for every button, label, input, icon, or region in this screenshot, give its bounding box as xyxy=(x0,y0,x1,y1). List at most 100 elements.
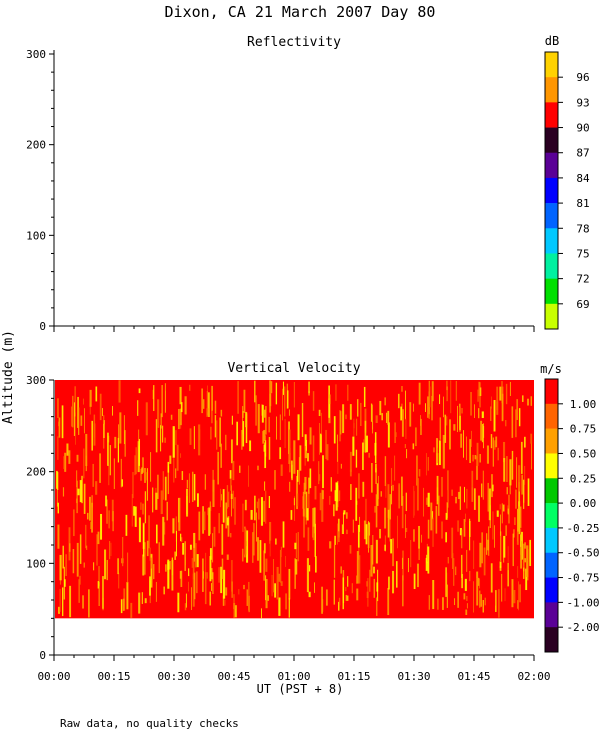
velocity-cell xyxy=(441,521,443,539)
velocity-cell xyxy=(189,428,192,445)
velocity-cell xyxy=(186,488,189,517)
velocity-cell xyxy=(449,419,451,450)
velocity-cell xyxy=(518,408,521,427)
velocity-cell xyxy=(374,506,377,513)
x-tick-label: 02:00 xyxy=(517,670,550,683)
footer-note: Raw data, no quality checks xyxy=(60,717,239,730)
velocity-cell xyxy=(413,529,415,542)
velocity-cell xyxy=(244,499,247,511)
velocity-cell xyxy=(508,494,510,524)
velocity-cell xyxy=(409,402,412,427)
velocity-cell xyxy=(184,396,187,415)
velocity-cell xyxy=(111,499,114,522)
velocity-cell xyxy=(446,380,448,391)
velocity-cell xyxy=(275,538,277,545)
velocity-cell xyxy=(188,581,189,592)
velocity-cell xyxy=(326,444,329,461)
velocity-cell xyxy=(138,429,140,446)
velocity-cell xyxy=(328,385,330,418)
velocity-cell xyxy=(249,440,252,452)
velocity-cell xyxy=(296,469,299,482)
velocity-cell xyxy=(307,527,310,551)
velocity-cell xyxy=(150,553,153,588)
velocity-cell xyxy=(57,524,60,549)
velocity-cell xyxy=(193,474,196,501)
velocity-cell xyxy=(452,553,454,570)
velocity-cell xyxy=(515,409,517,438)
velocity-cell xyxy=(138,388,141,394)
velocity-cell xyxy=(88,589,90,618)
velocity-cell xyxy=(165,390,166,412)
velocity-cell xyxy=(81,475,83,504)
velocity-cell xyxy=(221,558,224,579)
velocity-cell xyxy=(234,605,237,618)
velocity-cell xyxy=(445,532,447,543)
velocity-cell xyxy=(501,573,503,602)
velocity-cell xyxy=(261,404,264,423)
velocity-cell xyxy=(278,597,281,616)
velocity-cell xyxy=(121,536,124,567)
velocity-cell xyxy=(83,448,85,479)
velocity-cell xyxy=(349,451,352,472)
velocity-cell xyxy=(428,380,430,415)
velocity-cell xyxy=(380,491,382,497)
x-tick-label: 00:15 xyxy=(97,670,130,683)
velocity-cell xyxy=(265,490,267,524)
velocity-cell xyxy=(312,508,314,538)
velocity-cell xyxy=(387,410,390,425)
velocity-cell xyxy=(319,492,322,511)
velocity-cell xyxy=(196,571,198,594)
velocity-cell xyxy=(349,404,352,420)
velocity-cell xyxy=(423,487,425,517)
colorbar-swatch xyxy=(545,253,558,279)
velocity-cell xyxy=(64,452,67,472)
velocity-cell xyxy=(263,500,265,522)
velocity-cell xyxy=(192,547,195,580)
velocity-cell xyxy=(264,481,266,491)
velocity-cell xyxy=(390,539,393,554)
velocity-cell xyxy=(222,569,226,599)
velocity-cell xyxy=(59,554,62,581)
velocity-cell xyxy=(194,543,197,568)
velocity-cell xyxy=(377,569,379,602)
velocity-cell xyxy=(346,595,349,601)
velocity-cell xyxy=(459,415,461,431)
velocity-cell xyxy=(171,559,174,591)
velocity-cell xyxy=(431,381,434,402)
velocity-cell xyxy=(466,603,468,609)
velocity-cell xyxy=(144,491,147,524)
velocity-cell xyxy=(295,559,298,575)
velocity-cell xyxy=(211,409,213,424)
colorbar-swatch xyxy=(545,203,558,229)
velocity-cell xyxy=(103,420,105,425)
velocity-cell xyxy=(531,442,532,470)
colorbar-swatch xyxy=(545,102,558,128)
velocity-cell xyxy=(318,423,321,455)
velocity-cell xyxy=(109,445,111,476)
velocity-cell xyxy=(474,404,475,419)
velocity-cell xyxy=(447,557,449,564)
velocity-cell xyxy=(189,384,191,391)
velocity-cell xyxy=(365,435,368,453)
velocity-cell xyxy=(450,380,452,414)
velocity-cell xyxy=(313,507,316,534)
velocity-cell xyxy=(394,455,396,481)
velocity-cell xyxy=(202,571,204,579)
velocity-cell xyxy=(238,589,240,595)
velocity-cell xyxy=(257,465,259,471)
velocity-cell xyxy=(509,459,512,486)
velocity-cell xyxy=(406,449,408,459)
velocity-cell xyxy=(507,562,509,587)
velocity-cell xyxy=(203,511,206,531)
velocity-cell xyxy=(513,590,516,604)
velocity-cell xyxy=(441,476,443,497)
velocity-cell xyxy=(202,506,204,534)
colorbar-label: 0.00 xyxy=(570,497,597,510)
velocity-cell xyxy=(479,454,481,463)
colorbar-label: 69 xyxy=(576,298,589,311)
velocity-cell xyxy=(288,568,291,600)
velocity-cell xyxy=(58,417,61,438)
velocity-cell xyxy=(209,548,212,560)
colorbar-label: 84 xyxy=(576,172,590,185)
